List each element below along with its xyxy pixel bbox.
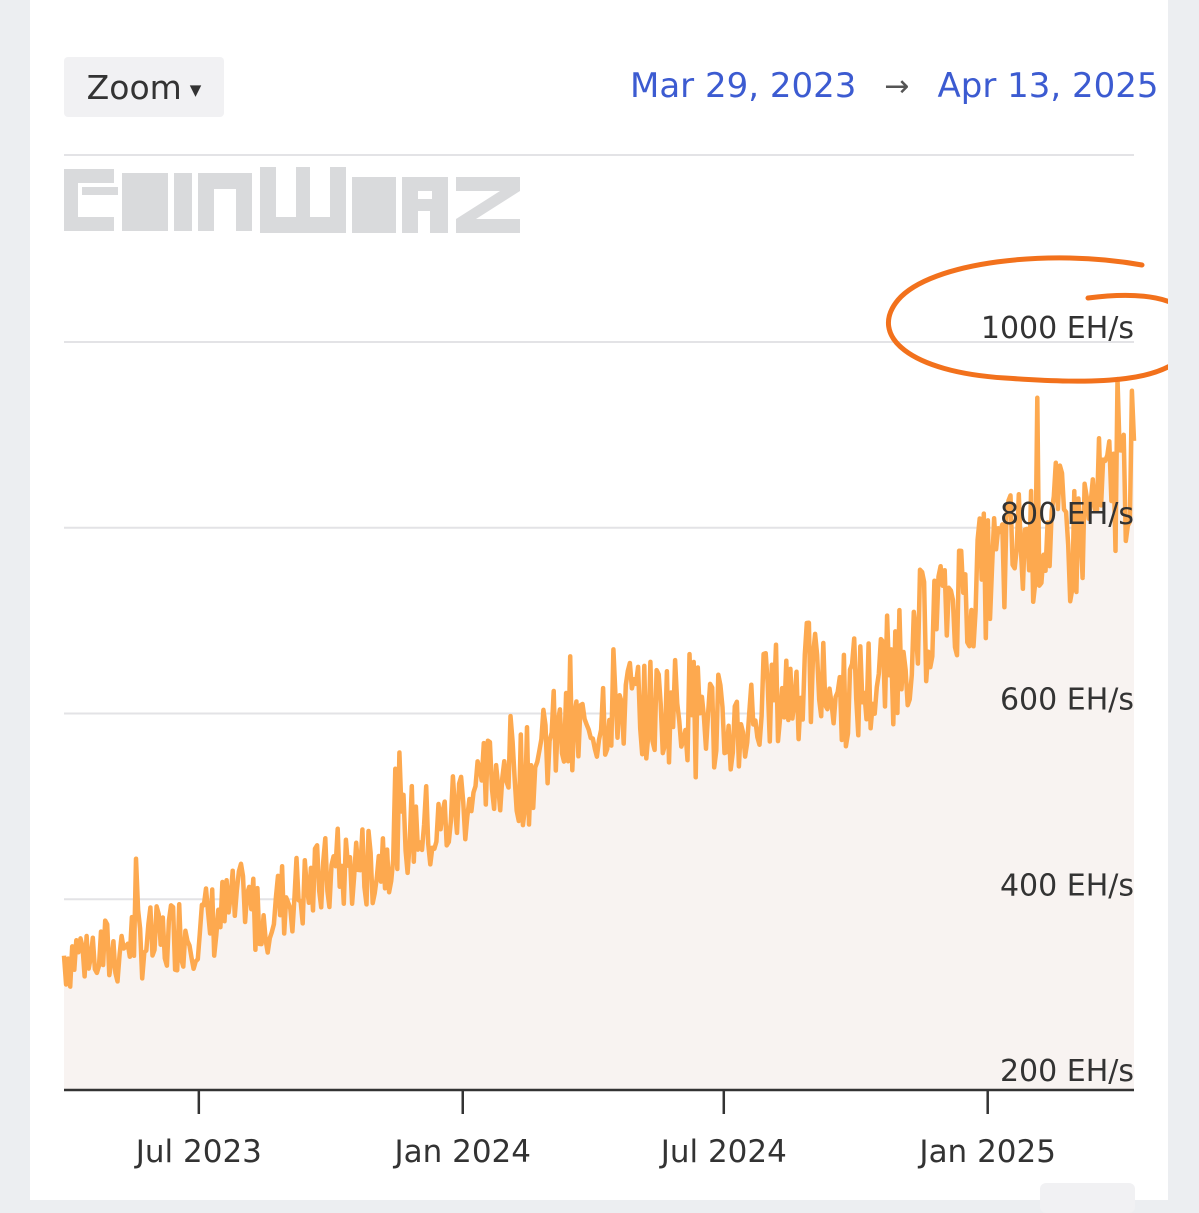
caret-down-icon: ▼ bbox=[189, 81, 202, 99]
x-tick-label: Jul 2024 bbox=[659, 1134, 787, 1170]
hashrate-chart: 200 EH/s 400 EH/s 600 EH/s 800 EH/s 1000 EH/… bbox=[61, 154, 1168, 1170]
y-tick-label: 600 EH/s bbox=[1000, 683, 1134, 718]
range-end-date[interactable]: Apr 13, 2025 bbox=[937, 66, 1159, 106]
y-tick-label: 800 EH/s bbox=[1000, 497, 1134, 532]
series-line bbox=[61, 376, 1137, 989]
arrow-right-icon: → bbox=[884, 68, 910, 104]
series-area bbox=[64, 379, 1134, 1091]
date-range: Mar 29, 2023 → Apr 13, 2025 bbox=[630, 62, 1159, 110]
x-tick-label: Jul 2023 bbox=[134, 1134, 262, 1170]
pager-tab[interactable] bbox=[1040, 1183, 1135, 1213]
zoom-dropdown[interactable]: Zoom ▼ bbox=[64, 57, 224, 117]
coinwarz-watermark bbox=[64, 167, 520, 233]
range-start-date[interactable]: Mar 29, 2023 bbox=[630, 66, 857, 106]
chart-card: Zoom ▼ Mar 29, 2023 → Apr 13, 2025 200 E… bbox=[30, 0, 1168, 1213]
annotation-circle bbox=[885, 255, 1168, 384]
zoom-label: Zoom bbox=[86, 67, 182, 107]
x-tick-label: Jan 2024 bbox=[392, 1134, 531, 1170]
y-tick-label: 400 EH/s bbox=[1000, 868, 1134, 903]
y-tick-label: 200 EH/s bbox=[1000, 1054, 1134, 1089]
y-tick-label: 1000 EH/s bbox=[981, 311, 1134, 346]
x-tick-label: Jan 2025 bbox=[917, 1134, 1056, 1170]
